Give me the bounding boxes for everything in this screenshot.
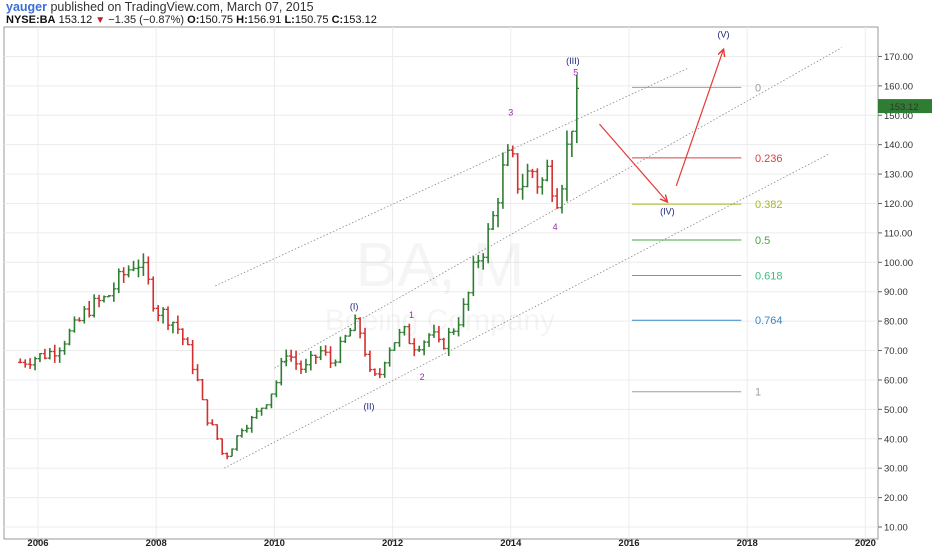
plot-frame [3,26,879,540]
wave-label: 5 [573,68,578,78]
author-link[interactable]: yauger [6,0,47,14]
fib-level-label: 0.618 [755,271,783,283]
ohlc-bars [18,74,579,460]
current-price-tag [878,99,932,114]
y-tick-label: 90.00 [884,287,908,298]
symbol-label: NYSE:BA [6,14,56,26]
last-price: 153.12 [58,14,93,26]
forecast-arrow [598,123,667,202]
y-tick-label: 110.00 [884,228,912,239]
high-label: H: [236,14,248,26]
high-value: 156.91 [247,14,282,26]
fib-level-label: 0.236 [755,153,783,165]
published-text: published on TradingView.com, March 07, … [47,0,314,14]
close-label: C: [331,14,344,26]
y-tick-label: 70.00 [884,346,908,357]
low-label: L: [284,14,295,26]
x-tick-label: 2020 [855,538,876,549]
wave-label: 3 [508,107,513,117]
x-tick-label: 2008 [146,538,167,549]
x-tick-label: 2014 [500,538,522,549]
y-tick-label: 130.00 [884,170,913,181]
x-tick-label: 2012 [382,538,403,549]
fib-level-label: 0.382 [755,199,783,211]
y-tick-label: 140.00 [884,140,913,151]
wave-label: (III) [566,56,580,66]
x-tick-label: 2006 [27,538,48,549]
y-tick-label: 20.00 [884,493,908,504]
wave-label: (I) [350,301,359,311]
y-tick-label: 170.00 [884,52,913,63]
watermark-ticker: BA, M [356,231,525,300]
wave-label: (IV) [660,206,675,216]
fib-level-label: 0.764 [755,315,783,327]
down-triangle-icon: ▼ [95,15,106,26]
y-tick-label: 50.00 [884,405,908,416]
x-tick-label: 2010 [264,538,285,549]
published-line: yauger published on TradingView.com, Mar… [6,0,314,14]
x-tick-label: 2018 [737,538,758,549]
wave-label: (II) [363,401,374,411]
open-value: 150.75 [199,14,234,26]
y-tick-label: 60.00 [884,375,908,386]
y-tick-label: 150.00 [884,111,913,122]
y-tick-label: 10.00 [884,523,908,534]
y-tick-label: 160.00 [884,81,913,92]
y-tick-label: 100.00 [884,258,913,269]
wave-label: 2 [420,372,425,382]
forecast-arrow [675,49,723,187]
y-tick-label: 80.00 [884,317,908,328]
channel-line-upper [215,67,689,287]
change-value: −1.35 (−0.87%) [108,14,185,26]
fib-level-label: 1 [755,387,761,399]
y-tick-label: 40.00 [884,434,908,445]
low-value: 150.75 [294,14,329,26]
y-tick-label: 30.00 [884,464,908,475]
symbol-ohlc-line: NYSE:BA 153.12 ▼ −1.35 (−0.87%) O:150.75… [6,14,377,26]
close-value: 153.12 [343,14,377,26]
fib-level-label: 0.5 [755,235,770,247]
x-tick-label: 2016 [618,538,639,549]
open-label: O: [187,14,200,26]
wave-label: 1 [409,310,414,320]
fib-level-label: 0 [755,82,761,94]
y-tick-label: 120.00 [884,199,913,210]
current-price-label: 153.12 [889,102,918,113]
wave-label: (V) [718,29,730,39]
wave-label: 4 [553,222,558,232]
